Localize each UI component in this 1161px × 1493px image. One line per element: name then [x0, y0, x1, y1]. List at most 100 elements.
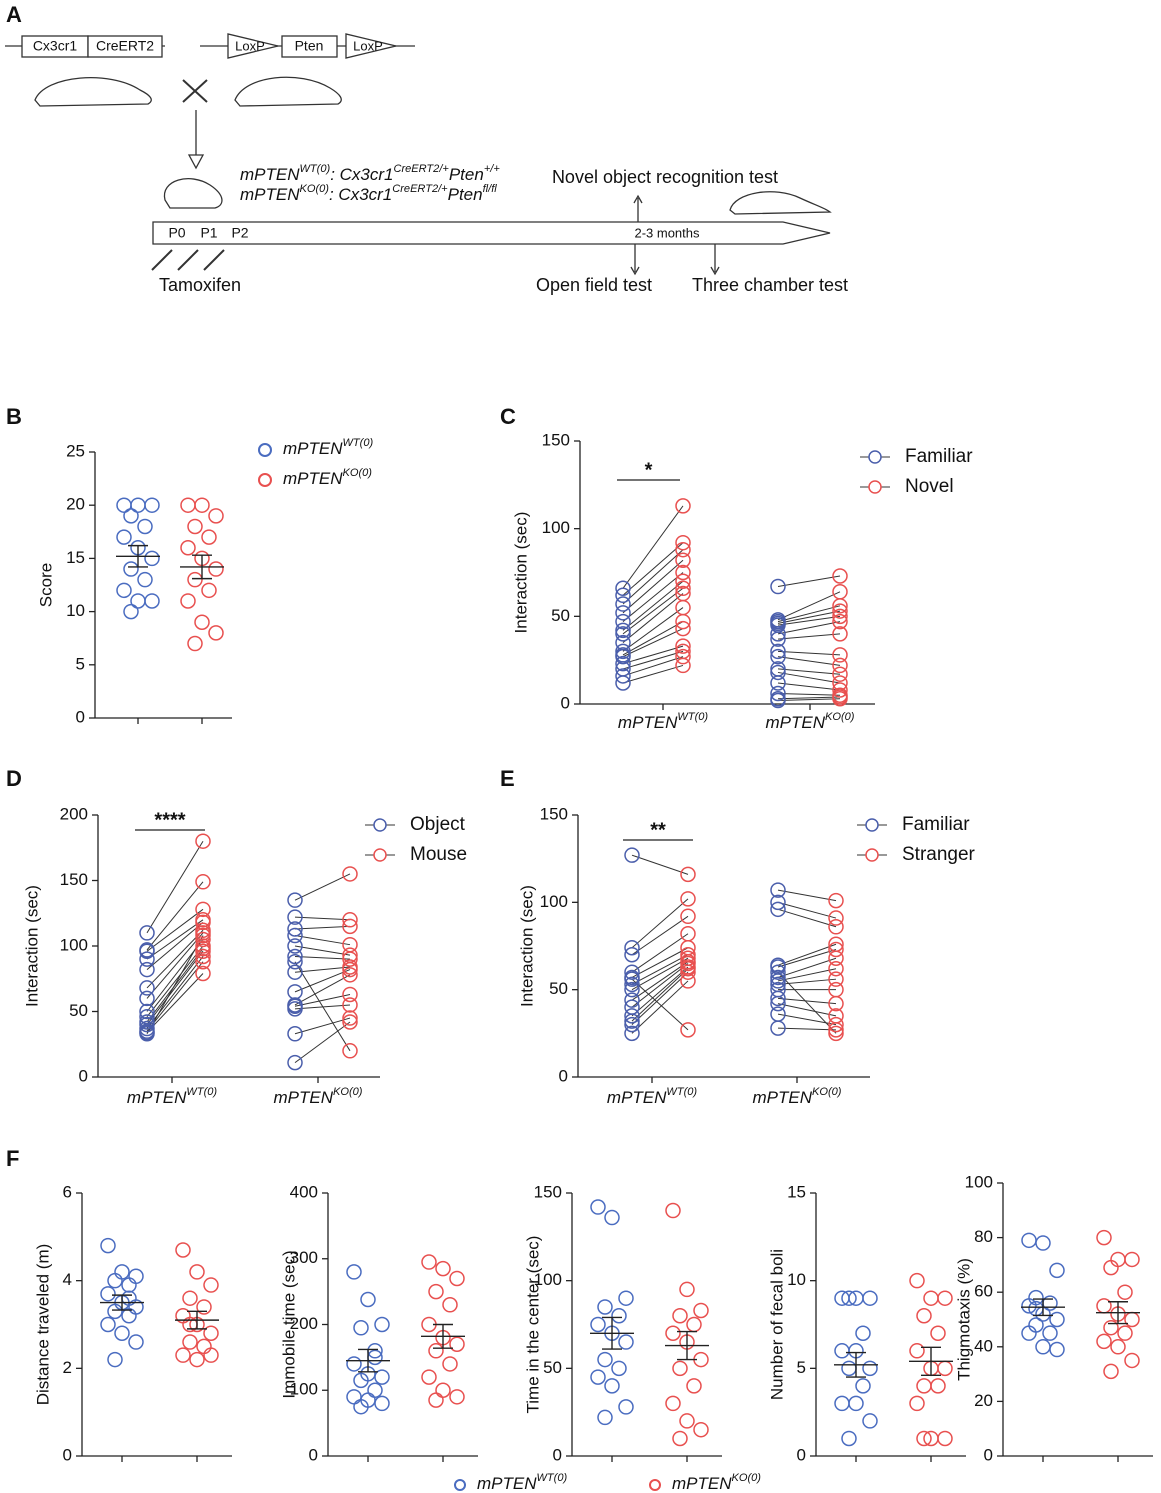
- data-point: [624, 1008, 640, 1024]
- data-point: [137, 571, 153, 588]
- significance-label: *: [645, 459, 653, 481]
- data-point: [195, 914, 211, 931]
- data-point: [680, 973, 696, 989]
- data-point: [615, 643, 631, 660]
- data-point: [615, 587, 631, 604]
- pair-line: [146, 945, 204, 1018]
- panel-label: A: [6, 2, 22, 27]
- data-point: [180, 497, 196, 513]
- pair-line: [146, 973, 204, 1033]
- y-tick-label: 50: [543, 1358, 562, 1377]
- data-point: [287, 921, 303, 937]
- data-point: [342, 918, 358, 935]
- x-tick-label-part: mPTEN: [766, 713, 826, 732]
- data-point: [139, 1026, 155, 1042]
- x-tick-label: mPTENWT(0): [127, 1086, 217, 1107]
- y-tick-label: 100: [534, 1270, 562, 1289]
- data-point: [1103, 1363, 1119, 1380]
- pair-line: [777, 621, 841, 635]
- timepoint: P1: [200, 225, 217, 241]
- data-point: [342, 1043, 358, 1059]
- data-point: [832, 584, 848, 600]
- data-point: [203, 1347, 219, 1363]
- pair-line: [294, 969, 351, 993]
- data-point: [832, 657, 848, 674]
- pair-line: [631, 971, 689, 1025]
- data-point: [195, 833, 211, 849]
- pair-line: [294, 925, 351, 930]
- pair-line: [146, 935, 204, 1035]
- data-point: [680, 1022, 696, 1038]
- data-point: [828, 950, 844, 966]
- data-point: [139, 951, 155, 967]
- pair-line: [777, 901, 837, 919]
- panel-label: E: [500, 766, 515, 791]
- pair-line: [777, 656, 841, 666]
- pair-line: [631, 980, 689, 1034]
- data-point: [770, 578, 786, 595]
- legend-marker: [373, 848, 387, 862]
- data-point: [203, 1277, 219, 1293]
- pair-line: [622, 542, 684, 596]
- data-point: [353, 1372, 369, 1389]
- data-point: [107, 1272, 123, 1289]
- data-point: [675, 534, 691, 551]
- data-point: [435, 1382, 451, 1398]
- panel-label: B: [6, 404, 22, 429]
- data-point: [121, 1307, 137, 1324]
- genotype-label-part: mPTEN: [240, 185, 300, 204]
- data-point: [916, 1378, 932, 1394]
- data-point: [1021, 1298, 1037, 1314]
- data-point: [828, 892, 844, 909]
- data-point: [828, 919, 844, 935]
- y-axis-label: Time in the center (sec): [523, 1236, 542, 1414]
- data-point: [189, 1264, 205, 1280]
- data-point: [828, 1025, 844, 1042]
- data-point: [597, 1409, 613, 1426]
- data-point: [208, 561, 224, 577]
- data-point: [1042, 1325, 1058, 1341]
- y-axis-label: Thigmotaxis (%): [954, 1258, 973, 1381]
- data-point: [342, 961, 358, 978]
- pair-line: [622, 656, 684, 677]
- legend-marker: [865, 848, 879, 862]
- pair-line: [294, 974, 351, 1006]
- pair-line: [777, 943, 837, 966]
- data-point: [615, 626, 631, 642]
- data-point: [693, 1302, 709, 1319]
- genotype-label-part: Pten: [449, 165, 484, 184]
- y-tick-label: 50: [551, 606, 570, 625]
- pair-line: [622, 580, 684, 631]
- data-point: [828, 995, 844, 1012]
- data-point: [624, 1013, 640, 1029]
- data-point: [930, 1378, 946, 1394]
- construct-label: LoxP: [235, 38, 265, 53]
- pair-line: [146, 956, 204, 1029]
- timeline: [152, 221, 831, 245]
- panel-label: F: [6, 1146, 19, 1171]
- data-point: [680, 955, 696, 972]
- test-label: Open field test: [536, 275, 652, 295]
- data-point: [611, 1307, 627, 1324]
- data-point: [428, 1283, 444, 1300]
- data-point: [287, 984, 303, 1000]
- pair-line: [631, 854, 689, 875]
- data-point: [287, 953, 303, 970]
- data-point: [590, 1316, 606, 1333]
- pair-line: [777, 650, 841, 656]
- data-point: [175, 1347, 191, 1363]
- data-point: [615, 668, 631, 684]
- x-tick-label-part: KO(0): [825, 711, 855, 723]
- y-tick-label: 5: [76, 654, 85, 673]
- pair-line: [777, 682, 841, 691]
- data-point: [615, 675, 631, 691]
- x-tick-label: mPTENKO(0): [274, 1086, 363, 1107]
- pair-line: [622, 650, 684, 670]
- data-point: [832, 598, 848, 614]
- data-point: [841, 1360, 857, 1377]
- construct-label: Cx3cr1: [33, 38, 78, 54]
- data-point: [770, 1020, 786, 1036]
- pair-line: [777, 957, 837, 978]
- y-axis-label: Interaction (sec): [517, 885, 536, 1007]
